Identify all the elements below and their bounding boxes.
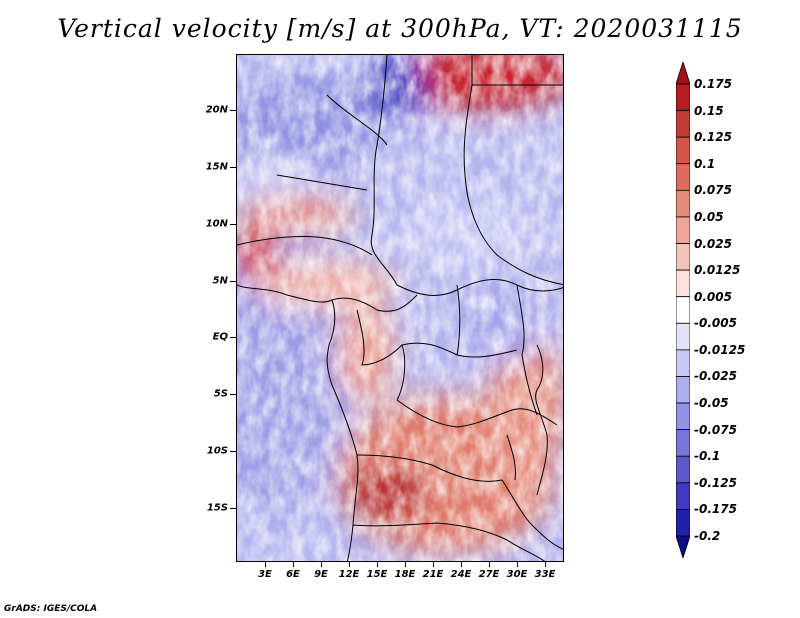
lon-tick [489, 562, 490, 567]
colorbar-segment [676, 349, 690, 377]
colorbar-label: 0.025 [694, 236, 732, 251]
lat-label: 15N [205, 161, 228, 173]
velocity-field [237, 55, 563, 561]
lon-label: 12E [338, 569, 360, 580]
colorbar-segment [676, 402, 690, 431]
colorbar-segment [676, 376, 690, 404]
colorbar-segment [676, 322, 690, 351]
lat-tick [230, 394, 236, 395]
colorbar [676, 62, 690, 558]
lat-label: 20N [205, 104, 228, 116]
colorbar-label: 0.15 [694, 103, 724, 118]
colorbar-label: -0.05 [694, 396, 729, 411]
lat-tick [230, 281, 236, 282]
lat-tick [230, 167, 236, 168]
lon-label: 24E [450, 569, 472, 580]
lon-tick [349, 562, 350, 567]
lon-tick [517, 562, 518, 567]
colorbar-label: -0.1 [694, 449, 721, 464]
lon-tick [405, 562, 406, 567]
colorbar-label: 0.005 [694, 289, 732, 304]
lon-label: 33E [534, 569, 556, 580]
colorbar-label: -0.005 [694, 316, 737, 331]
map-plot-area [236, 54, 564, 562]
colorbar-segment [676, 110, 690, 138]
lon-label: 21E [422, 569, 444, 580]
colorbar-label: -0.075 [694, 422, 737, 437]
colorbar-label: -0.025 [694, 369, 737, 384]
lon-label: 6E [286, 569, 300, 580]
lon-tick [545, 562, 546, 567]
map-title: Vertical velocity [m/s] at 300hPa, VT: 2… [57, 14, 743, 43]
colorbar-segment [676, 482, 690, 510]
colorbar-label: -0.2 [694, 529, 721, 543]
grads-credit: GrADS: IGES/COLA [4, 604, 98, 614]
colorbar-top-arrow [676, 62, 690, 85]
lon-label: 30E [506, 569, 528, 580]
lon-label: 18E [394, 569, 416, 580]
lon-tick [293, 562, 294, 567]
lon-label: 3E [258, 569, 272, 580]
colorbar-segment [676, 163, 690, 191]
colorbar-segment [676, 136, 690, 165]
colorbar-segment [676, 455, 690, 484]
lat-label: 15S [206, 502, 228, 514]
lon-tick [265, 562, 266, 567]
lon-label: 15E [366, 569, 388, 580]
lat-label: 5S [213, 388, 228, 400]
colorbar-segment [676, 509, 690, 537]
lon-label: 27E [478, 569, 500, 580]
colorbar-label: -0.175 [694, 502, 737, 517]
lon-label: 9E [314, 569, 328, 580]
colorbar-segment [676, 243, 690, 271]
colorbar-segment [676, 189, 690, 218]
colorbar-label: -0.125 [694, 475, 737, 490]
lat-tick [230, 451, 236, 452]
colorbar-bottom-arrow [676, 535, 690, 558]
lat-tick [230, 224, 236, 225]
colorbar-segment [676, 296, 690, 324]
lat-label: 10N [205, 218, 228, 230]
lat-label: EQ [212, 331, 228, 343]
lat-tick [230, 508, 236, 509]
colorbar-label: 0.0125 [694, 263, 741, 278]
colorbar-label: 0.1 [694, 156, 716, 171]
lat-label: 10S [206, 445, 228, 457]
lon-tick [461, 562, 462, 567]
colorbar-label: 0.075 [694, 183, 732, 198]
lon-tick [321, 562, 322, 567]
colorbar-segment [676, 216, 690, 244]
lat-label: 5N [212, 275, 228, 287]
colorbar-label: 0.05 [694, 209, 724, 224]
coastlines-and-borders [237, 55, 563, 561]
colorbar-segment [676, 429, 690, 457]
lon-tick [433, 562, 434, 567]
colorbar-segment [676, 269, 690, 298]
lat-tick [230, 337, 236, 338]
lon-tick [377, 562, 378, 567]
colorbar-label: -0.0125 [694, 342, 746, 357]
colorbar-label: 0.125 [694, 130, 732, 145]
colorbar-label: 0.175 [694, 77, 732, 91]
colorbar-segment [676, 83, 690, 111]
lat-tick [230, 110, 236, 111]
